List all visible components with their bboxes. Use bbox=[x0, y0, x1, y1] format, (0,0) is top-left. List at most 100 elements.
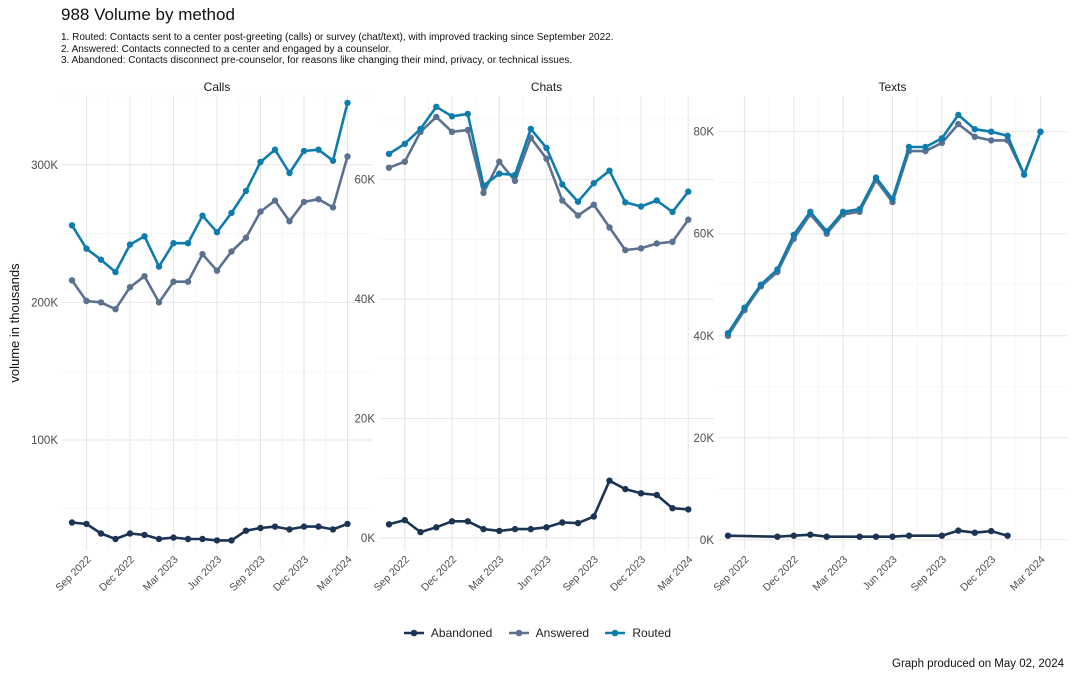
data-point-texts-abandoned bbox=[971, 529, 978, 536]
data-point-texts-abandoned bbox=[938, 532, 946, 539]
data-point-texts-abandoned bbox=[790, 532, 797, 539]
data-point-texts-abandoned bbox=[1004, 532, 1011, 539]
data-point-texts-routed bbox=[988, 128, 995, 135]
data-point-calls-abandoned bbox=[329, 526, 337, 533]
data-point-texts-abandoned bbox=[823, 533, 830, 540]
data-point-texts-routed bbox=[1037, 128, 1044, 135]
data-point-calls-answered bbox=[68, 277, 76, 284]
y-tick-label-texts: 20K bbox=[694, 433, 715, 445]
data-point-calls-answered bbox=[141, 273, 148, 280]
data-point-calls-answered bbox=[213, 267, 221, 274]
data-point-chats-abandoned bbox=[590, 513, 597, 520]
data-point-calls-routed bbox=[329, 157, 337, 164]
y-tick-label-calls: 200K bbox=[31, 297, 58, 309]
data-point-texts-routed bbox=[905, 143, 913, 151]
data-point-chats-routed bbox=[685, 188, 692, 195]
data-point-chats-abandoned bbox=[637, 490, 645, 497]
data-point-chats-answered bbox=[543, 155, 550, 162]
data-point-calls-answered bbox=[184, 278, 192, 285]
data-point-calls-answered bbox=[97, 299, 105, 306]
data-point-chats-abandoned bbox=[559, 519, 566, 526]
data-point-calls-answered bbox=[228, 248, 235, 255]
data-point-texts-abandoned bbox=[774, 533, 781, 540]
data-point-calls-routed bbox=[155, 263, 163, 270]
x-tick-label-chats: Jun 2023 bbox=[515, 554, 554, 593]
legend-key-answered bbox=[508, 629, 529, 637]
data-point-texts-routed bbox=[938, 135, 946, 142]
x-tick-label-calls: Dec 2022 bbox=[97, 554, 137, 594]
data-point-calls-abandoned bbox=[242, 527, 250, 534]
data-point-chats-abandoned bbox=[433, 524, 440, 531]
y-tick-label-texts: 60K bbox=[694, 229, 715, 241]
x-tick-label-chats: Mar 2023 bbox=[467, 554, 507, 594]
data-point-chats-abandoned bbox=[480, 525, 487, 533]
data-point-texts-routed bbox=[872, 174, 880, 181]
data-point-texts-routed bbox=[807, 208, 814, 215]
data-point-chats-routed bbox=[637, 203, 645, 210]
data-point-chats-answered bbox=[669, 238, 676, 245]
data-point-texts-routed bbox=[955, 111, 962, 119]
data-point-calls-abandoned bbox=[68, 519, 76, 526]
x-tick-label-calls: Sep 2023 bbox=[227, 554, 267, 594]
data-point-chats-routed bbox=[448, 113, 456, 120]
data-point-chats-routed bbox=[669, 208, 676, 216]
caption: Graph produced on May 02, 2024 bbox=[892, 658, 1064, 670]
data-point-chats-abandoned bbox=[685, 506, 692, 513]
y-tick-label-chats: 60K bbox=[355, 175, 376, 187]
data-point-chats-answered bbox=[606, 224, 613, 231]
data-point-calls-routed bbox=[112, 268, 119, 276]
data-point-texts-answered bbox=[955, 120, 962, 128]
data-point-chats-answered bbox=[464, 126, 471, 134]
data-point-calls-routed bbox=[184, 240, 192, 247]
data-point-calls-answered bbox=[344, 153, 351, 160]
data-point-chats-answered bbox=[653, 240, 660, 247]
x-tick-label-calls: Dec 2023 bbox=[271, 554, 311, 594]
data-point-calls-answered bbox=[199, 251, 206, 258]
data-point-texts-routed bbox=[757, 281, 765, 288]
data-point-calls-routed bbox=[242, 187, 250, 195]
data-point-calls-routed bbox=[286, 169, 293, 177]
legend-label-routed: Routed bbox=[632, 626, 672, 640]
data-point-texts-routed bbox=[922, 143, 929, 151]
data-point-calls-routed bbox=[126, 241, 134, 248]
data-point-calls-routed bbox=[315, 146, 322, 153]
y-tick-label-calls: 100K bbox=[31, 435, 58, 447]
data-point-chats-abandoned bbox=[464, 518, 471, 525]
data-point-calls-routed bbox=[141, 233, 148, 240]
data-point-calls-abandoned bbox=[199, 535, 206, 543]
x-tick-label-chats: Dec 2022 bbox=[419, 554, 459, 594]
data-point-calls-answered bbox=[257, 208, 264, 215]
y-axis-title: volume in thousands bbox=[7, 263, 22, 383]
data-point-chats-routed bbox=[543, 144, 550, 152]
series-line-calls-answered bbox=[70, 156, 349, 311]
data-point-chats-answered bbox=[401, 158, 408, 165]
data-point-chats-abandoned bbox=[543, 524, 550, 531]
data-point-chats-routed bbox=[401, 140, 408, 147]
legend-label-answered: Answered bbox=[535, 626, 590, 640]
data-point-texts-routed bbox=[839, 208, 847, 215]
data-point-chats-routed bbox=[496, 170, 503, 177]
legend-label-abandoned: Abandoned bbox=[430, 626, 493, 640]
data-point-chats-abandoned bbox=[653, 491, 660, 499]
data-point-calls-abandoned bbox=[97, 530, 105, 537]
data-point-texts-answered bbox=[938, 139, 946, 147]
data-point-texts-abandoned bbox=[724, 532, 732, 539]
faceted-line-chart: volume in thousands Calls 100K 200K 300K Sep … bbox=[7, 80, 1067, 594]
data-point-chats-answered bbox=[511, 177, 519, 184]
data-point-calls-routed bbox=[199, 212, 206, 219]
data-point-chats-answered bbox=[622, 246, 629, 254]
data-point-chats-abandoned bbox=[401, 516, 408, 524]
chart-title: 988 Volume by method bbox=[61, 5, 235, 24]
x-tick-label-texts: Sep 2022 bbox=[711, 554, 751, 594]
data-point-chats-routed bbox=[590, 180, 597, 187]
data-point-calls-routed bbox=[271, 146, 279, 153]
x-tick-label-texts: Mar 2023 bbox=[810, 554, 850, 594]
data-point-chats-abandoned bbox=[385, 521, 393, 528]
data-point-texts-routed bbox=[790, 231, 797, 238]
x-tick-label-calls: Sep 2022 bbox=[53, 554, 93, 594]
y-tick-label-calls: 300K bbox=[31, 160, 58, 172]
data-point-calls-abandoned bbox=[155, 535, 163, 543]
data-point-chats-routed bbox=[622, 199, 629, 206]
